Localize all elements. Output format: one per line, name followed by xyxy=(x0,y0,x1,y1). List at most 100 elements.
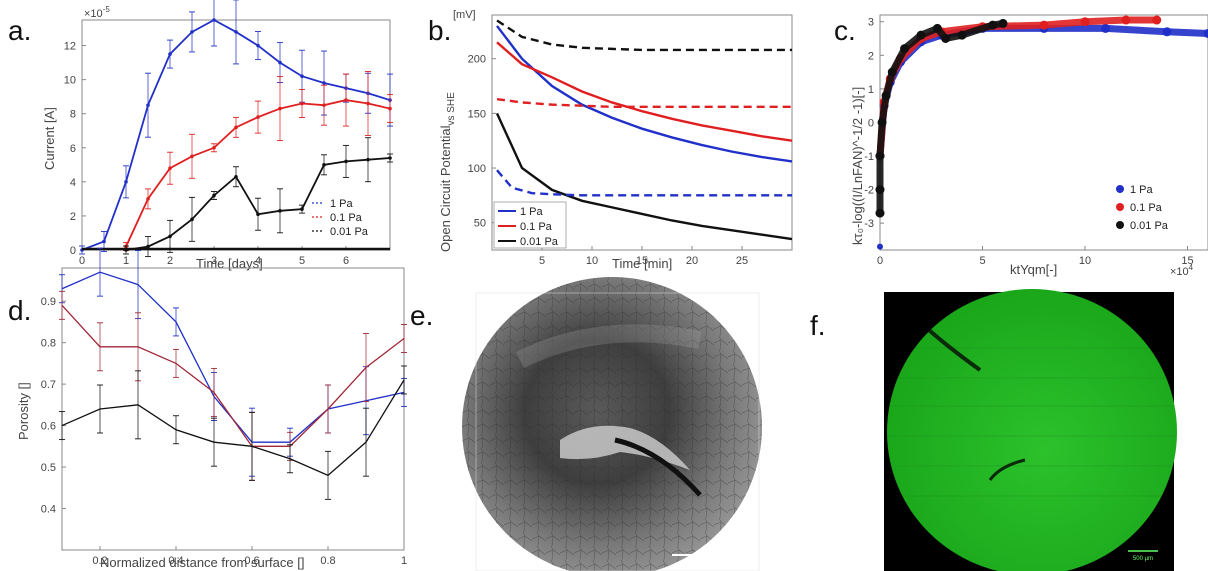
y-tick-label: -3 xyxy=(864,218,874,230)
x-tick-label: 0.6 xyxy=(244,555,259,567)
data-point xyxy=(300,101,304,106)
y-tick-label: 10 xyxy=(64,75,76,87)
series-line xyxy=(495,112,793,241)
y-tick-label: 1 xyxy=(868,84,874,96)
data-point xyxy=(256,115,260,119)
scale-label-e: 500 µm xyxy=(697,563,717,569)
panel-b-ylabel: Open Circuit Potentialvs SHE xyxy=(438,92,457,252)
series-line xyxy=(61,271,405,443)
data-point xyxy=(168,166,172,171)
data-point xyxy=(168,234,172,239)
legend-a-1: 1 Pa xyxy=(330,198,354,210)
series-line xyxy=(496,41,793,142)
y-tick-label: 0.7 xyxy=(41,379,56,391)
y-tick-label: 12 xyxy=(64,41,76,53)
scatter-point xyxy=(877,243,883,250)
y-tick-label: 0.5 xyxy=(41,462,56,474)
scatter-band xyxy=(876,16,1161,160)
data-point xyxy=(212,145,216,150)
y-tick-label: 0.8 xyxy=(41,338,56,350)
y-tick-label: -1 xyxy=(864,151,874,163)
scatter-band xyxy=(876,24,1208,160)
x-tick-label: 4 xyxy=(255,255,261,267)
panel-d-ticks: 0.2 0.4 0.6 0.8 1 0.4 0.5 0.6 0.7 0.8 0.9 xyxy=(41,296,407,567)
legend-a-3: 0.01 Pa xyxy=(330,226,369,238)
data-point xyxy=(344,159,348,164)
x-tick-label: 0.4 xyxy=(168,555,183,567)
panel-b: b. [mV] Open Circuit Potentialvs SHE Tim… xyxy=(428,9,793,271)
data-point xyxy=(190,154,194,159)
panel-d-xlabel: Normalized distance from surface [] xyxy=(100,555,304,570)
panel-c-legend: 1 Pa 0.1 Pa 0.01 Pa xyxy=(1116,184,1169,232)
data-point xyxy=(146,197,150,201)
scale-label-f: 500 µm xyxy=(1133,556,1153,562)
series-line xyxy=(496,25,793,163)
x-tick-label: 20 xyxy=(686,255,698,267)
y-tick-label: 4 xyxy=(70,177,76,189)
y-tick-label: 6 xyxy=(70,143,76,155)
x-tick-label: 0 xyxy=(79,255,85,267)
y-tick-label: 50 xyxy=(474,218,486,230)
scatter-band xyxy=(876,19,1007,217)
panel-e: e. 500 µm xyxy=(410,277,762,571)
x-tick-label: 10 xyxy=(586,255,598,267)
panel-c-xlabel: ktYqm[-] xyxy=(1010,262,1057,277)
data-point xyxy=(124,180,128,184)
data-point xyxy=(322,163,326,167)
panel-b-xlabel: Time [min] xyxy=(612,256,672,271)
series-line xyxy=(61,379,405,477)
x-tick-label: 2 xyxy=(167,255,173,267)
data-point xyxy=(300,74,304,79)
panel-c-ylabel: kτ₀-log((I/LnFAN)^-1/2 -1)[-] xyxy=(850,87,865,245)
panel-d-series xyxy=(59,247,407,500)
data-point xyxy=(366,157,370,162)
x-tick-label: 15 xyxy=(1181,255,1193,267)
panel-c-frame xyxy=(879,14,1208,251)
x-tick-label: 5 xyxy=(539,255,545,267)
data-point xyxy=(256,43,260,48)
data-point xyxy=(366,101,370,106)
x-tick-label: 0.8 xyxy=(320,555,335,567)
legend-b-3: 0.01 Pa xyxy=(520,236,559,248)
data-point xyxy=(234,174,238,179)
data-point xyxy=(278,209,282,213)
x-tick-label: 0 xyxy=(877,255,883,267)
y-tick-label: 8 xyxy=(70,109,76,121)
y-tick-label: 2 xyxy=(70,211,76,223)
legend-c-marker-3 xyxy=(1116,221,1124,229)
y-tick-label: 150 xyxy=(468,108,486,120)
series-line-dashed xyxy=(496,169,792,197)
series-line xyxy=(61,304,405,447)
panel-a-legend: 1 Pa 0.1 Pa 0.01 Pa xyxy=(312,198,369,238)
fluorescence-image: 500 µm xyxy=(884,289,1177,571)
panel-a-ylabel: Current [A] xyxy=(42,107,57,170)
panel-c-ticks: 0 5 10 15 -3 -2 -1 0 1 2 3 xyxy=(864,17,1193,267)
data-point xyxy=(322,81,326,85)
panel-a-exponent: ×10-5 xyxy=(84,5,110,20)
y-tick-label: 0 xyxy=(868,117,874,129)
data-point xyxy=(212,18,216,22)
data-point xyxy=(102,239,106,244)
data-point xyxy=(278,60,282,65)
data-point xyxy=(146,103,150,107)
data-point xyxy=(190,217,194,222)
panel-f: f. 500 µm xyxy=(810,289,1177,571)
panel-d: d. Porosity [] Normalized distance from … xyxy=(8,247,407,570)
panel-a-letter: a. xyxy=(8,15,31,46)
y-tick-label: 0 xyxy=(70,245,76,257)
y-tick-label: 100 xyxy=(468,163,486,175)
panel-a-series xyxy=(79,0,393,258)
x-tick-label: 10 xyxy=(1079,255,1091,267)
legend-b-1: 1 Pa xyxy=(520,206,544,218)
y-tick-label: 0.4 xyxy=(41,504,56,516)
panel-d-letter: d. xyxy=(8,295,31,326)
data-point xyxy=(146,244,150,249)
data-point xyxy=(300,207,304,211)
panel-e-letter: e. xyxy=(410,300,433,331)
x-tick-label: 0.2 xyxy=(92,555,107,567)
series-line-dashed xyxy=(496,97,792,109)
sem-image: 500 µm xyxy=(462,277,762,571)
panel-b-yunit: [mV] xyxy=(453,9,476,21)
